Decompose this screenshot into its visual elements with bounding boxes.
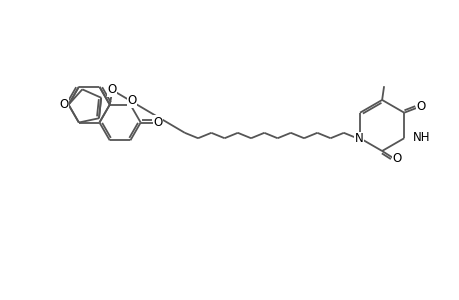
Text: N: N bbox=[354, 132, 363, 145]
Text: O: O bbox=[127, 94, 136, 107]
Text: O: O bbox=[107, 83, 116, 96]
Text: O: O bbox=[416, 100, 425, 113]
Text: O: O bbox=[392, 152, 401, 165]
Text: NH: NH bbox=[412, 131, 429, 144]
Text: O: O bbox=[59, 98, 68, 111]
Text: O: O bbox=[153, 116, 162, 129]
